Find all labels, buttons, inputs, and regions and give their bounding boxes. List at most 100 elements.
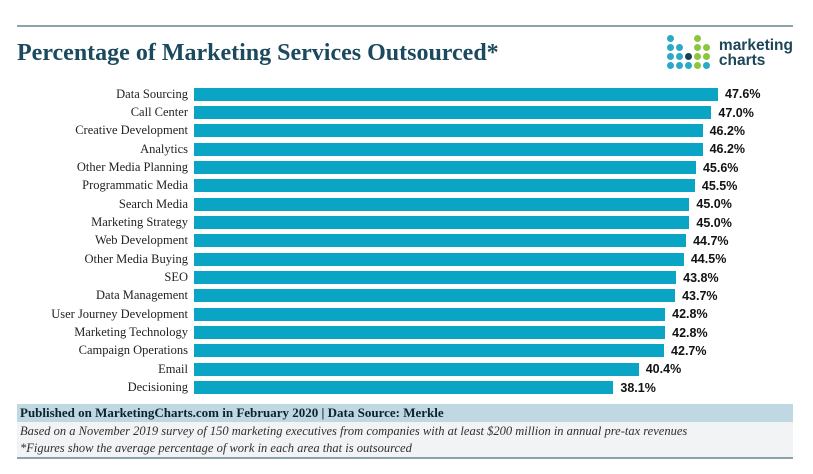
logo-dot (702, 62, 710, 69)
bar-row: Email 40.4% (17, 360, 793, 378)
category-label: Email (158, 361, 188, 376)
category-label: Creative Development (75, 123, 188, 138)
category-label: Search Media (118, 196, 188, 211)
value-label: 44.5% (690, 252, 727, 267)
category-label: Analytics (140, 141, 188, 156)
bar (194, 87, 718, 101)
value-label: 42.8% (672, 325, 708, 340)
logo-dot (703, 35, 710, 42)
bar-row: Data Management 43.7% (17, 287, 793, 305)
bar-track: 44.7% (194, 234, 793, 248)
bar-row: Marketing Technology 42.8% (17, 323, 793, 341)
bar-row: Other Media Buying 44.5% (17, 250, 793, 268)
logo-wordmark: marketing charts (718, 37, 793, 69)
bar-track: 45.5% (194, 179, 793, 193)
footnotes: Based on a November 2019 survey of 150 m… (17, 422, 793, 457)
logo-dot (666, 44, 674, 51)
chart-title: Percentage of Marketing Services Outsour… (17, 39, 499, 66)
bar (194, 234, 687, 248)
logo-dot (675, 53, 683, 60)
bar (194, 124, 703, 138)
logo-dot (676, 35, 683, 42)
bar-track: 47.0% (194, 106, 793, 120)
top-divider (17, 25, 793, 27)
value-label: 45.6% (702, 160, 739, 175)
bar-track: 47.6% (194, 87, 793, 101)
bar-track: 42.8% (194, 307, 793, 321)
bar-row: Analytics 46.2% (17, 140, 793, 158)
logo-dot (693, 53, 701, 60)
category-label: Marketing Technology (74, 325, 188, 340)
bar-row: Programmatic Media 45.5% (17, 177, 793, 195)
logo-dot (702, 53, 710, 60)
bar-track: 44.5% (194, 252, 793, 266)
category-label: Data Sourcing (116, 86, 188, 101)
category-label: Call Center (130, 105, 188, 120)
category-label: Other Media Buying (84, 251, 188, 266)
category-label: Campaign Operations (78, 343, 188, 358)
value-label: 43.7% (682, 288, 718, 303)
category-label: Data Management (96, 288, 188, 303)
marketingcharts-logo: marketing charts (666, 35, 793, 71)
bar-row: Web Development 44.7% (17, 232, 793, 250)
bar-row: User Journey Development 42.8% (17, 305, 793, 323)
bar-row: Data Sourcing 47.6% (17, 85, 793, 103)
logo-dot (666, 35, 674, 42)
logo-dot (693, 62, 701, 69)
bar-row: Decisioning 38.1% (17, 379, 793, 397)
logo-dot (685, 44, 692, 51)
value-label: 38.1% (620, 380, 656, 395)
value-label: 46.2% (709, 142, 746, 157)
bar (194, 326, 666, 340)
logo-dot (675, 44, 683, 51)
logo-dot (684, 62, 692, 69)
value-label: 45.0% (696, 197, 732, 212)
header: Percentage of Marketing Services Outsour… (17, 27, 793, 79)
bar (194, 161, 696, 175)
category-label: Web Development (94, 233, 188, 248)
value-label: 42.7% (671, 343, 707, 358)
footnote-figures: *Figures show the average percentage of … (20, 440, 412, 455)
bar (194, 344, 665, 358)
category-label: Other Media Planning (76, 160, 188, 175)
bar (194, 197, 690, 211)
value-label: 43.8% (683, 270, 719, 285)
footnote-survey: Based on a November 2019 survey of 150 m… (20, 424, 688, 438)
bar (194, 381, 614, 395)
value-label: 45.5% (701, 178, 738, 193)
category-label: User Journey Development (51, 306, 188, 321)
bar-track: 46.2% (194, 124, 793, 138)
bar-row: Search Media 45.0% (17, 195, 793, 213)
value-label: 46.2% (709, 123, 746, 138)
category-label: Programmatic Media (82, 178, 188, 193)
category-label: Marketing Strategy (91, 215, 188, 230)
logo-dot (675, 62, 683, 69)
bar-row: Other Media Planning 45.6% (17, 158, 793, 176)
category-label: Decisioning (127, 380, 188, 395)
bar-row: Call Center 47.0% (17, 103, 793, 121)
bar (194, 142, 703, 156)
bar-track: 45.0% (194, 197, 793, 211)
published-source-bar: Published on MarketingCharts.com in Febr… (17, 404, 793, 422)
bar (194, 362, 639, 376)
logo-dot (693, 35, 701, 42)
bar-track: 42.7% (194, 344, 793, 358)
bar-chart: Data Sourcing 47.6% Call Center 47.0% Creati… (17, 85, 793, 397)
bar-track: 43.8% (194, 271, 793, 285)
bar-row: Creative Development 46.2% (17, 122, 793, 140)
bar-track: 46.2% (194, 142, 793, 156)
value-label: 44.7% (693, 233, 729, 248)
logo-dot (693, 44, 701, 51)
bar-row: Marketing Strategy 45.0% (17, 213, 793, 231)
bar (194, 179, 695, 193)
bar-row: Campaign Operations 42.7% (17, 342, 793, 360)
value-label: 40.4% (645, 362, 682, 377)
bar-track: 45.6% (194, 161, 793, 175)
logo-line-1: marketing (718, 37, 793, 54)
value-label: 42.8% (672, 307, 708, 322)
bar (194, 289, 676, 303)
bar (194, 307, 666, 321)
logo-dots-icon (666, 35, 712, 71)
bar-row: SEO 43.8% (17, 268, 793, 286)
